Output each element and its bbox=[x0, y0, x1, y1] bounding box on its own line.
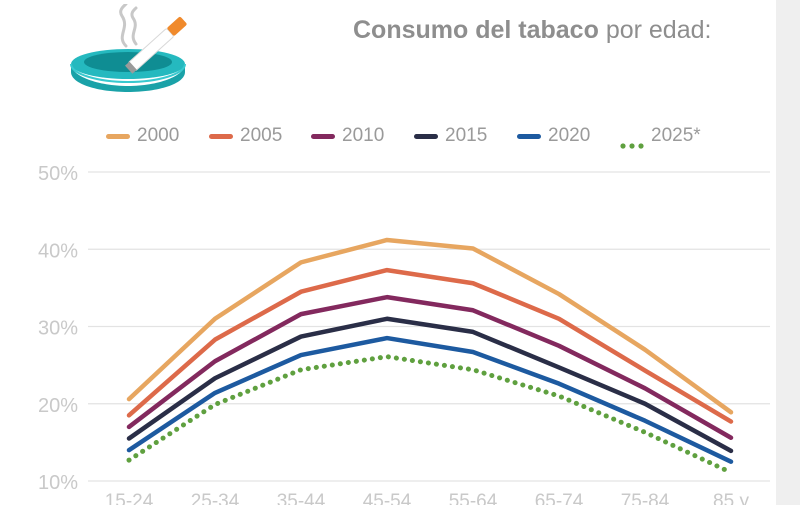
y-tick-label: 30% bbox=[38, 318, 78, 340]
title-bold: Consumo del tabaco bbox=[353, 16, 599, 44]
y-tick-label: 10% bbox=[38, 472, 78, 494]
legend-swatch bbox=[106, 133, 130, 139]
y-tick-label: 50% bbox=[38, 163, 78, 185]
legend-label: 2000 bbox=[137, 125, 180, 146]
series-line bbox=[126, 335, 734, 464]
series-line bbox=[126, 354, 734, 476]
legend-swatch bbox=[209, 133, 233, 139]
legend-item: 2015 bbox=[414, 124, 487, 148]
series-line bbox=[126, 316, 734, 454]
legend-label: 2025* bbox=[651, 125, 701, 146]
legend-label: 2010 bbox=[342, 125, 385, 146]
line-chart: 10% 20% 30% 40% 50% 15-24 25-34 35-44 45-54 55-64… bbox=[38, 163, 770, 505]
series-line bbox=[126, 237, 734, 415]
x-tick-label: 75-84 bbox=[621, 491, 670, 505]
legend-swatch bbox=[620, 133, 644, 149]
x-tick-label: 65-74 bbox=[535, 491, 584, 505]
legend-item: 2000 bbox=[106, 124, 179, 148]
legend-label: 2015 bbox=[445, 125, 488, 146]
legend-label: 2020 bbox=[548, 125, 591, 146]
legend-label: 2005 bbox=[240, 125, 283, 146]
x-tick-label: 25-34 bbox=[191, 491, 240, 505]
y-tick-label: 40% bbox=[38, 240, 78, 262]
y-tick-label: 20% bbox=[38, 395, 78, 417]
title-light: por edad: bbox=[605, 16, 712, 44]
chart-title: Consumo del tabaco por edad: bbox=[353, 16, 711, 45]
legend-item: 2005 bbox=[209, 124, 282, 148]
x-tick-label: 35-44 bbox=[277, 491, 326, 505]
x-tick-label: 85 y bbox=[713, 491, 749, 505]
legend-item: 2010 bbox=[311, 124, 384, 148]
legend-item: 2020 bbox=[517, 124, 590, 148]
legend-swatch bbox=[311, 133, 335, 139]
legend-swatch bbox=[517, 133, 541, 139]
series-line bbox=[126, 294, 734, 440]
x-tick-label: 55-64 bbox=[449, 491, 498, 505]
legend-swatch bbox=[414, 133, 438, 139]
x-tick-label: 15-24 bbox=[105, 491, 154, 505]
x-tick-label: 45-54 bbox=[363, 491, 412, 505]
ashtray-cigarette-icon bbox=[70, 4, 187, 92]
legend-item: 2025* bbox=[620, 124, 701, 149]
series-line bbox=[126, 267, 734, 424]
